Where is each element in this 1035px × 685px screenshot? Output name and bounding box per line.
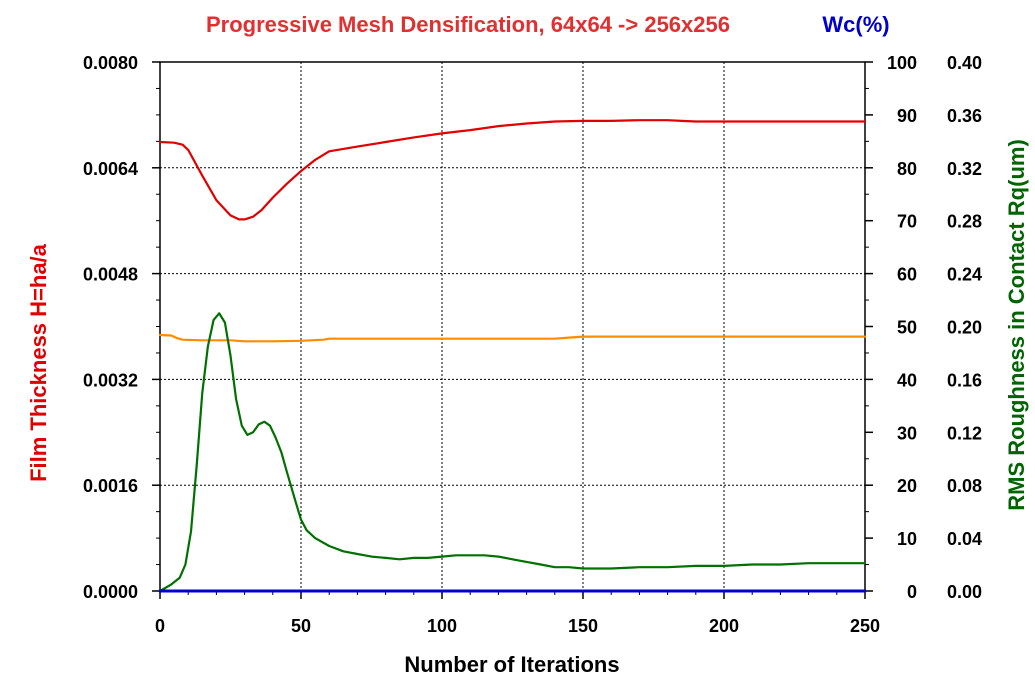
- series-line-orange: [158, 333, 867, 343]
- y-wc-tick-label: 80: [897, 159, 917, 179]
- y-left-tick-label: 0.0016: [83, 476, 138, 496]
- y-rq-tick-label: 0.40: [947, 53, 982, 73]
- x-tick-label: 50: [291, 616, 311, 636]
- y-rq-tick-label: 0.12: [947, 423, 982, 443]
- y-rq-tick-label: 0.20: [947, 318, 982, 338]
- tick-labels: 0 50 100 150 200 2500.00000.00160.00320.00480…: [83, 53, 982, 636]
- right-axis-title: Wc(%): [822, 12, 889, 37]
- y-wc-tick-label: 20: [897, 476, 917, 496]
- y-left-tick-label: 0.0000: [83, 582, 138, 602]
- y-rq-tick-label: 0.24: [947, 265, 982, 285]
- y-rq-tick-label: 0.28: [947, 212, 982, 232]
- y-wc-tick-label: 30: [897, 423, 917, 443]
- series-line-rq: [158, 312, 867, 593]
- y-rq-tick-label: 0.08: [947, 476, 982, 496]
- series-line-film: [158, 119, 867, 221]
- y-left-tick-label: 0.0080: [83, 53, 138, 73]
- x-tick-label: 100: [427, 616, 457, 636]
- y-rq-tick-label: 0.36: [947, 106, 982, 126]
- y-wc-tick-label: 60: [897, 265, 917, 285]
- y-rq-tick-label: 0.16: [947, 370, 982, 390]
- y-left-tick-label: 0.0032: [83, 370, 138, 390]
- chart-title: Progressive Mesh Densification, 64x64 ->…: [206, 12, 730, 37]
- y-wc-tick-label: 50: [897, 318, 917, 338]
- y-left-tick-label: 0.0048: [83, 265, 138, 285]
- y-wc-tick-label: 100: [887, 53, 917, 73]
- x-tick-label: 250: [850, 616, 880, 636]
- x-tick-label: 150: [568, 616, 598, 636]
- grid: [160, 62, 865, 591]
- y-wc-tick-label: 40: [897, 370, 917, 390]
- y-left-tick-label: 0.0064: [83, 159, 138, 179]
- y-wc-tick-label: 90: [897, 106, 917, 126]
- series-group: [158, 119, 867, 593]
- x-tick-label: 200: [709, 616, 739, 636]
- y-wc-tick-label: 10: [897, 529, 917, 549]
- x-axis-label: Number of Iterations: [404, 652, 619, 677]
- y-wc-tick-label: 0: [907, 582, 917, 602]
- x-tick-label: 0: [155, 616, 165, 636]
- y-rq-tick-label: 0.00: [947, 582, 982, 602]
- y-rq-tick-label: 0.32: [947, 159, 982, 179]
- y-axis-label-left: Film Thickness H=ha/a: [26, 243, 51, 482]
- y-axis-label-right: RMS Roughness in Contact Rq(um): [1004, 139, 1029, 511]
- y-rq-tick-label: 0.04: [947, 529, 982, 549]
- y-wc-tick-label: 70: [897, 212, 917, 232]
